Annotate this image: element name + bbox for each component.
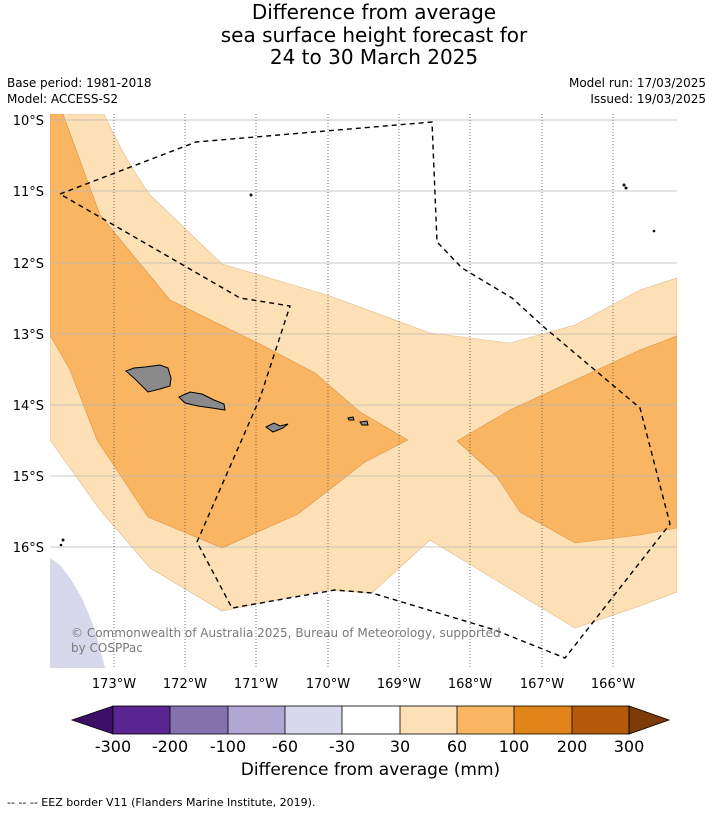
contour-neg60-neg30 [50,558,105,668]
lat-label: 14°S [13,399,44,414]
lon-label: 168°W [448,677,492,692]
lon-label: 173°W [92,677,136,692]
map-area [50,114,677,668]
gridlines [50,119,677,548]
colorbar-bin [514,706,572,734]
colorbar-bin [572,706,629,734]
colorbar-tick-label: 200 [557,737,588,756]
island-niuafoou-2 [59,543,63,547]
islands [59,183,656,547]
base-period: Base period: 1981-2018 [7,76,152,90]
colorbar-tick-label: -300 [95,737,131,756]
colorbar-tick-label: 100 [499,737,530,756]
colorbar-tick-label: -200 [152,737,188,756]
island-tokelau-3 [652,229,656,233]
lon-label: 171°W [234,677,278,692]
colorbar-extend-high [628,705,671,735]
meta-left: Base period: 1981-2018 Model: ACCESS-S2 [7,75,152,107]
contour-60-100-east [456,335,677,544]
lat-label: 10°S [13,114,44,129]
colorbar-tick-label: 300 [614,737,645,756]
colorbar-extend-low [70,705,114,735]
island-niuafoou [61,538,65,542]
island-ofu [347,416,355,421]
lat-label: 13°S [13,328,44,343]
colorbar-bin [457,706,514,734]
eez-border-samoa [59,121,671,659]
colorbar-tick-label: -100 [210,737,246,756]
island-upolu [178,391,226,411]
island-tokelau-1 [622,183,626,187]
colorbar-bin [170,706,228,734]
colorbar-tick-label: -60 [272,737,298,756]
title-line-2: sea surface height forecast for [220,22,528,47]
copyright-notice: © Commonwealth of Australia 2025, Bureau… [71,626,501,655]
colorbar-bin [228,706,285,734]
colorbar-bin [342,706,400,734]
title-line-3: 24 to 30 March 2025 [269,45,479,69]
meridians [113,114,614,668]
colorbar: -300 -200 -100 -60 -30 30 60 100 200 300 [70,705,671,756]
island-tau [359,420,369,426]
island-savaii [125,364,172,393]
model-name: Model: ACCESS-S2 [7,92,119,106]
latitude-labels: 10°S 11°S 12°S 13°S 14°S 15°S 16°S [13,114,44,556]
colorbar-tick-label: 30 [390,737,410,756]
colorbar-bin [400,706,457,734]
lat-label: 16°S [13,541,44,556]
chart-title: Difference from average sea surface heig… [0,1,713,69]
contour-60-100-west [50,114,409,549]
colorbar-bin [113,706,170,734]
lon-label: 167°W [520,677,564,692]
lon-label: 172°W [163,677,207,692]
model-run: Model run: 17/03/2025 [568,76,706,90]
eez-footnote: -- -- -- EEZ border V11 (Flanders Marine… [7,796,316,809]
colorbar-tick-label: -30 [329,737,355,756]
longitude-labels: 173°W 172°W 171°W 170°W 169°W 168°W 167°… [92,677,635,692]
lon-label: 169°W [377,677,421,692]
lat-label: 15°S [13,470,44,485]
meta-right: Model run: 17/03/2025 Issued: 19/03/2025 [569,75,706,107]
colorbar-title: Difference from average (mm) [240,760,501,780]
title-line-1: Difference from average [251,0,497,24]
lon-label: 170°W [306,677,350,692]
issued-date: Issued: 19/03/2025 [590,92,706,106]
island-tokelau-2 [624,186,628,190]
lat-label: 12°S [13,257,44,272]
island-swains [249,193,253,197]
colorbar-tick-label: 60 [447,737,467,756]
lat-label: 11°S [13,185,44,200]
island-tutuila [265,422,289,433]
lon-label: 166°W [591,677,635,692]
colorbar-bin [285,706,342,734]
